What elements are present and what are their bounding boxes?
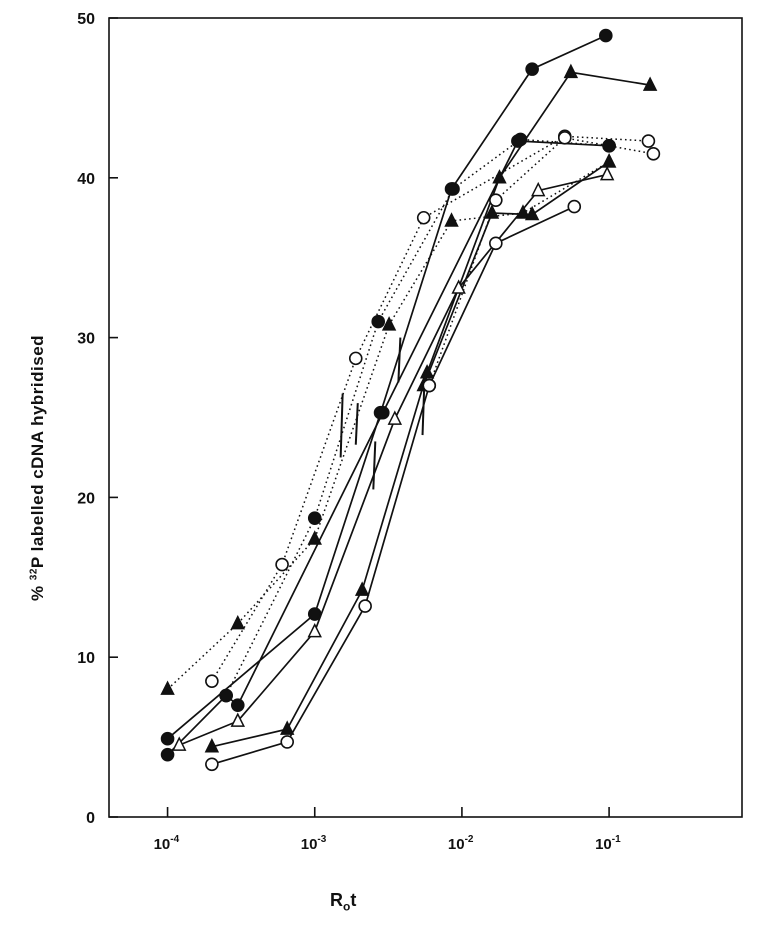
y-axis-label-sup: 32: [28, 568, 40, 581]
data-point: [230, 698, 245, 712]
series-line: [167, 34, 607, 740]
data-point: [557, 131, 572, 145]
y-axis-label-prefix: %: [28, 580, 47, 602]
y-axis-label-main: P labelled cDNA hybridised: [28, 334, 47, 569]
data-point: [513, 132, 528, 147]
data-point: [160, 680, 175, 695]
x-axis-label: Rot: [330, 890, 356, 914]
y-tick-label: 50: [77, 11, 95, 28]
data-point: [524, 205, 540, 221]
data-point: [416, 210, 431, 225]
data-point: [381, 316, 397, 331]
data-point: [642, 76, 658, 91]
marker-layer: [160, 28, 661, 772]
data-point: [646, 147, 661, 161]
data-point: [599, 165, 615, 181]
data-point: [451, 279, 466, 294]
series-line: [428, 137, 654, 386]
data-point: [489, 193, 503, 207]
x-axis-label-sub: o: [343, 899, 351, 914]
y-axis-label: % 32P labelled cDNA hybridised: [28, 335, 48, 601]
data-point: [387, 410, 403, 425]
error-bar: [397, 337, 402, 383]
data-point: [444, 212, 459, 227]
data-point: [567, 199, 582, 214]
data-point: [489, 236, 503, 251]
y-tick-label: 30: [77, 331, 95, 348]
data-point: [230, 712, 245, 727]
data-point: [602, 139, 616, 153]
data-point: [641, 134, 656, 148]
axis-layer: 0 10 20 30 40 50 10-4 10-3 10-2 10-1: [77, 11, 621, 853]
data-point: [348, 351, 363, 366]
data-point: [307, 530, 322, 545]
data-point: [354, 581, 370, 596]
plot-frame: [108, 17, 743, 818]
data-point: [205, 757, 219, 772]
data-point: [492, 169, 507, 184]
x-tick-label: 10-1: [595, 834, 621, 853]
data-point: [219, 688, 233, 703]
data-point: [204, 738, 220, 753]
data-point: [422, 378, 437, 393]
data-point: [599, 28, 613, 43]
data-point: [525, 62, 539, 76]
series-line: [167, 161, 610, 690]
series-layer: [166, 34, 654, 766]
error-bar: [372, 441, 377, 490]
data-point: [563, 63, 579, 79]
y-tick-label: 0: [86, 810, 95, 827]
series-line: [211, 135, 649, 682]
data-point: [279, 720, 295, 735]
y-tick-label: 20: [77, 490, 95, 507]
data-point: [307, 607, 322, 621]
data-point: [172, 736, 187, 751]
x-tick-label: 10-4: [154, 834, 180, 853]
x-tick-label: 10-2: [448, 834, 474, 853]
data-point: [446, 182, 460, 196]
series-line: [225, 138, 610, 696]
data-point: [280, 735, 295, 749]
series-line: [211, 205, 575, 766]
x-axis-label-tail: t: [350, 890, 357, 910]
x-tick-label: 10-3: [301, 834, 327, 853]
y-tick-label: 10: [77, 650, 95, 667]
error-bar: [354, 403, 359, 445]
error-bar: [339, 393, 344, 458]
data-point: [601, 153, 617, 168]
series-line: [166, 140, 610, 756]
y-tick-label: 40: [77, 171, 95, 188]
data-point: [419, 364, 435, 379]
x-axis-label-main: R: [330, 890, 343, 910]
data-point: [160, 747, 175, 762]
data-point: [275, 557, 289, 572]
data-point: [484, 204, 500, 219]
data-point: [515, 204, 531, 219]
data-point: [307, 511, 322, 525]
data-point: [205, 674, 219, 688]
data-point: [375, 405, 390, 420]
data-point: [230, 614, 245, 630]
data-point: [531, 181, 546, 197]
data-point: [160, 731, 175, 746]
data-point: [358, 599, 372, 613]
data-point: [307, 622, 322, 638]
data-point: [371, 314, 386, 329]
